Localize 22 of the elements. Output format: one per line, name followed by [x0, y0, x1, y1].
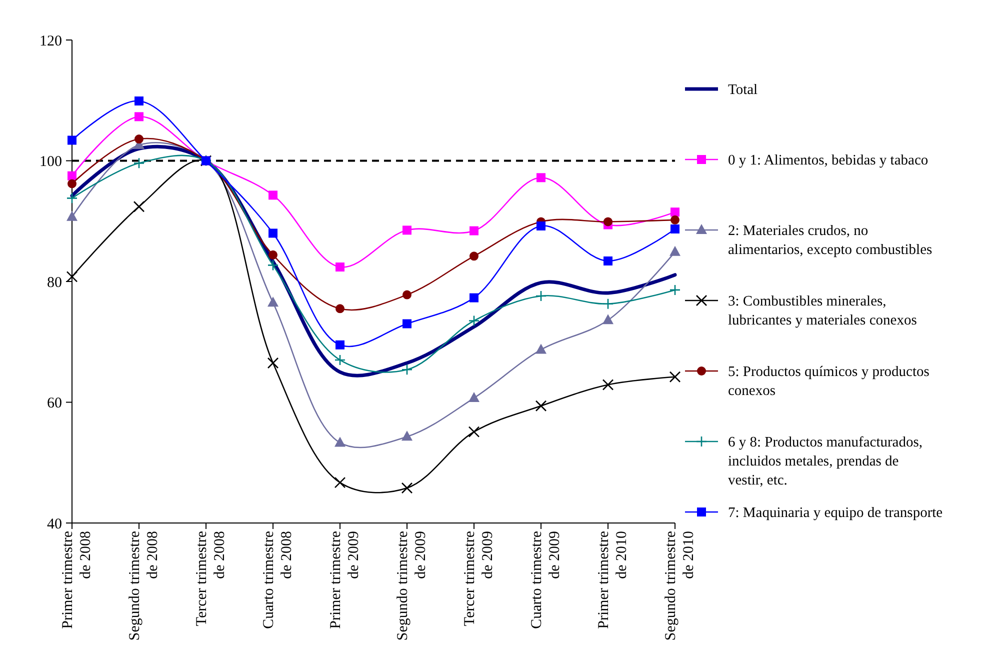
- y-tick-label: 40: [47, 516, 62, 532]
- legend-label: 7: Maquinaria y equipo de transporte: [728, 505, 943, 522]
- legend-label: 3: Combustibles minerales, lubricantes y materiales conexos: [728, 294, 918, 329]
- x-tick-label: Cuarto trimestre de 2008: [261, 530, 295, 629]
- legend-label: 6 y 8: Productos manufacturados, incluidos metales, prendas de vestir, etc.: [728, 434, 923, 489]
- x-tick-label: Primer trimestre de 2010: [596, 530, 630, 629]
- x-tick-label: Primer trimestre de 2009: [328, 530, 362, 629]
- x-tick-label: Cuarto trimestre de 2009: [529, 530, 563, 629]
- x-tick-label: Primer trimestre de 2008: [60, 530, 94, 629]
- legend-label: 2: Materiales crudos, no alimentarios, excepto combustibles: [728, 223, 933, 258]
- x-tick-label: Segundo trimestre de 2008: [127, 530, 161, 641]
- legend-label: Total: [728, 82, 758, 98]
- x-tick-label: Tercer trimestre de 2008: [194, 530, 228, 626]
- x-tick-label: Segundo trimestre de 2009: [395, 530, 429, 641]
- y-tick-label: 120: [40, 33, 62, 50]
- legend-label: 0 y 1: Alimentos, bebidas y tabaco: [728, 152, 928, 169]
- y-tick-label: 80: [47, 274, 62, 291]
- x-tick-label: Segundo trimestre de 2010: [663, 530, 697, 641]
- y-tick-label: 60: [47, 396, 62, 412]
- legend-label: 5: Productos químicos y productos conexos: [728, 364, 930, 400]
- y-tick-label: 100: [40, 154, 62, 170]
- x-tick-label: Tercer trimestre de 2009: [462, 530, 496, 626]
